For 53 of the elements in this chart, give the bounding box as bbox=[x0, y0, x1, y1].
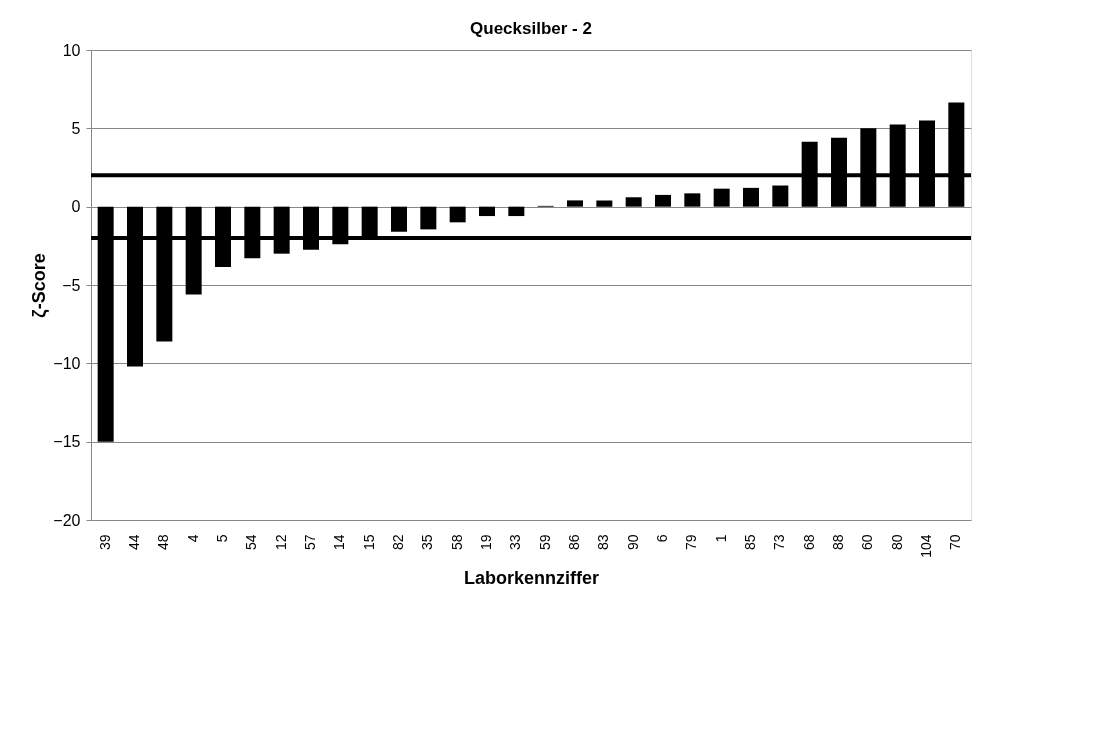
x-tick-label: 58 bbox=[448, 534, 465, 551]
x-tick-label: 59 bbox=[536, 534, 553, 551]
y-tick-label: −10 bbox=[53, 354, 81, 372]
bar bbox=[479, 206, 495, 217]
x-tick-label: 4 bbox=[184, 534, 201, 543]
x-tick-label: 83 bbox=[595, 534, 612, 551]
x-axis-title: Laborkennziffer bbox=[463, 567, 600, 588]
x-tick-label: 1 bbox=[712, 534, 729, 543]
bar bbox=[713, 188, 730, 207]
y-tick-label: −15 bbox=[53, 433, 81, 451]
x-tick-label: 68 bbox=[800, 534, 817, 551]
x-tick-label: 85 bbox=[742, 534, 758, 551]
x-tick-label: 82 bbox=[390, 534, 406, 551]
x-tick-label: 70 bbox=[947, 534, 964, 551]
chart-title: Quecksilber - 2 bbox=[470, 19, 592, 38]
y-tick-label: 0 bbox=[71, 198, 81, 216]
x-tick-label: 33 bbox=[507, 534, 524, 551]
x-tick-label: 5 bbox=[214, 534, 230, 543]
x-tick-label: 6 bbox=[654, 534, 670, 543]
y-tick-label: −5 bbox=[62, 276, 81, 294]
x-tick-label: 48 bbox=[155, 534, 172, 551]
bar bbox=[567, 200, 583, 207]
x-tick-label: 80 bbox=[888, 534, 905, 551]
bar bbox=[743, 187, 759, 207]
x-tick-label: 39 bbox=[96, 534, 113, 551]
x-tick-label: 35 bbox=[419, 534, 436, 551]
y-tick-label: 10 bbox=[62, 41, 81, 59]
x-tick-label: 57 bbox=[302, 534, 318, 551]
x-tick-label: 73 bbox=[771, 534, 788, 551]
bar bbox=[508, 206, 525, 217]
bar bbox=[596, 200, 613, 207]
bar bbox=[684, 193, 701, 207]
x-tick-label: 14 bbox=[331, 534, 348, 551]
x-tick-label: 79 bbox=[683, 534, 700, 551]
x-tick-label: 88 bbox=[830, 534, 846, 551]
x-tick-label: 15 bbox=[360, 534, 377, 551]
bar bbox=[449, 206, 466, 223]
bar bbox=[655, 194, 671, 207]
bar bbox=[391, 206, 407, 232]
x-tick-label: 54 bbox=[243, 534, 260, 551]
y-tick-label: −20 bbox=[53, 511, 81, 529]
x-tick-label: 44 bbox=[126, 534, 142, 551]
bar bbox=[625, 197, 642, 207]
y-tick-label: 5 bbox=[71, 119, 81, 137]
x-tick-label: 104 bbox=[918, 534, 934, 558]
bar bbox=[420, 206, 437, 230]
x-tick-label: 12 bbox=[272, 534, 289, 551]
x-tick-label: 19 bbox=[478, 534, 494, 551]
bar bbox=[772, 185, 789, 207]
x-tick-label: 60 bbox=[859, 534, 876, 551]
x-tick-label: 90 bbox=[624, 534, 641, 551]
x-tick-label: 86 bbox=[566, 534, 582, 551]
y-axis-title: ζ-Score bbox=[29, 253, 51, 318]
